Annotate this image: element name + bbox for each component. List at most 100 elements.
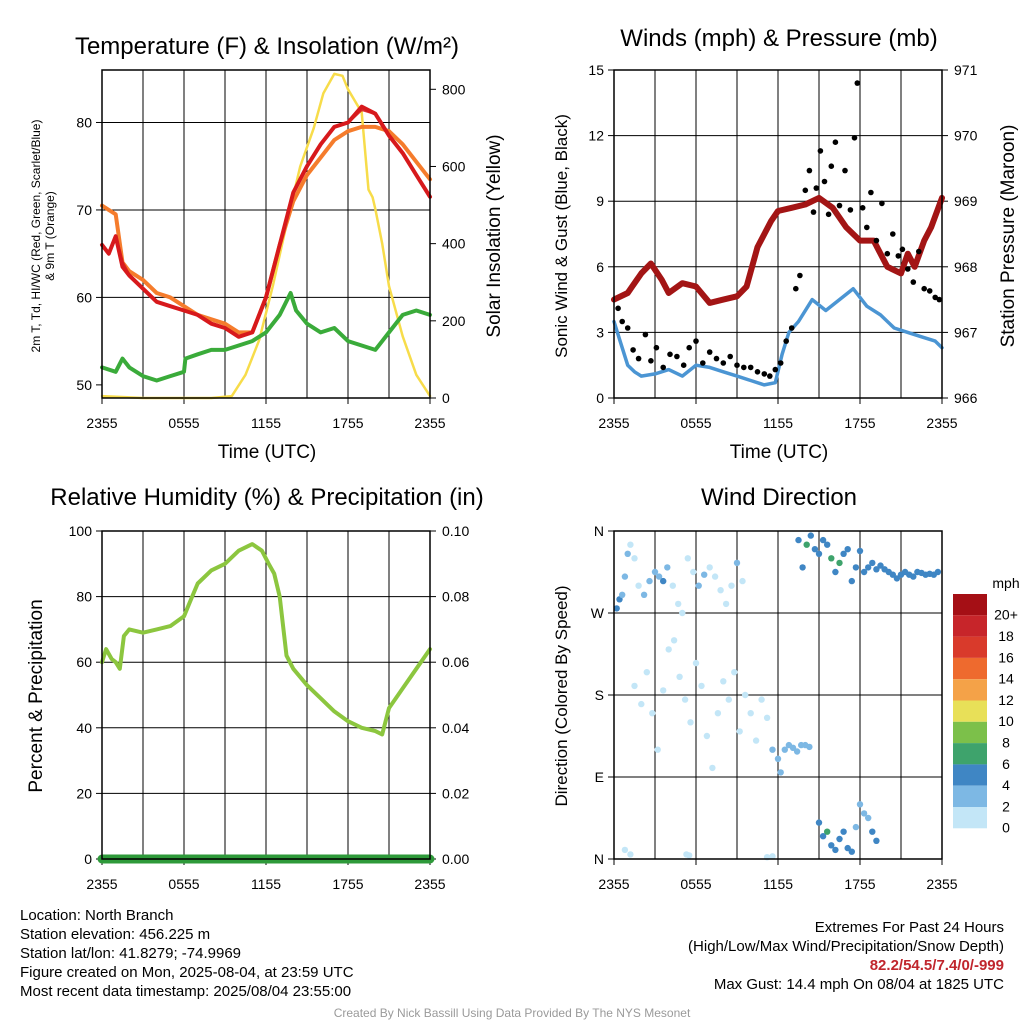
direction-point-74 <box>815 550 823 557</box>
winds-ytick-right-label-2: 968 <box>954 259 978 275</box>
direction-point-75 <box>819 536 827 544</box>
winds-gust-point-6 <box>648 358 654 364</box>
humidity-ytick-label-0: 0 <box>84 851 92 867</box>
humidity-ytick-right-label-5: 0.10 <box>442 523 469 539</box>
direction-point-34 <box>665 646 672 653</box>
temperature-xtick-1755-3: 1755 <box>332 415 363 431</box>
direction-point-6 <box>631 555 638 562</box>
winds-ytick-label-0: 0 <box>596 390 604 406</box>
humidity-xtick-2355-0: 2355 <box>86 876 117 892</box>
temperature-ytick-right-label-4: 800 <box>442 81 466 97</box>
direction-point-82 <box>848 577 855 585</box>
direction-xtick-2355-4: 2355 <box>926 876 957 892</box>
winds-ytick-label-3: 9 <box>596 193 604 209</box>
speed-legend-swatch-8 <box>953 764 987 786</box>
humidity-y-axis-label: Percent & Precipitation <box>26 599 47 792</box>
winds-gust-point-26 <box>777 360 784 366</box>
direction-point-0 <box>613 605 620 612</box>
winds-gust-point-10 <box>674 353 680 360</box>
temperature-ytick-label-0: 50 <box>76 377 92 393</box>
direction-point-45 <box>725 696 732 703</box>
winds-gust-point-1 <box>619 318 625 325</box>
direction-point-41 <box>703 732 711 740</box>
winds-gust-point-40 <box>836 202 843 209</box>
winds-gust-point-53 <box>899 246 906 253</box>
winds-gust-point-12 <box>686 344 692 351</box>
direction-point-28 <box>631 682 638 690</box>
winds-gust-point-43 <box>851 135 858 141</box>
direction-point-83 <box>852 564 860 571</box>
direction-point-71 <box>803 541 810 548</box>
winds-gust-point-47 <box>868 189 874 196</box>
direction-point-14 <box>669 582 676 589</box>
direction-point-21 <box>706 564 713 571</box>
winds-gust-point-30 <box>797 272 803 279</box>
winds-gust-point-29 <box>793 285 799 292</box>
station-info: Location: North Branch Station elevation… <box>20 906 354 1001</box>
humidity-ytick-label-1: 20 <box>76 785 92 801</box>
direction-point-59 <box>793 748 801 755</box>
direction-ytick-label-0: N <box>594 851 604 867</box>
direction-point-13 <box>664 564 671 571</box>
speed-legend-label-5: 10 <box>998 713 1014 729</box>
winds-xtick-1755-3: 1755 <box>844 415 875 431</box>
speed-legend-label-6: 8 <box>1002 734 1010 750</box>
direction-ytick-label-1: E <box>595 769 604 785</box>
direction-point-63 <box>621 846 629 854</box>
winds-gust-point-38 <box>828 163 835 169</box>
direction-xtick-2355-0: 2355 <box>598 876 629 892</box>
temperature-series-solar <box>100 72 432 400</box>
temperature-right-axis-label: Solar Insolation (Yellow) <box>484 134 505 337</box>
direction-point-50 <box>752 737 760 744</box>
temperature-ytick-label-1: 60 <box>76 289 92 305</box>
direction-point-8 <box>640 591 648 598</box>
winds-gust-point-19 <box>734 362 740 369</box>
direction-point-44 <box>720 678 727 685</box>
humidity-chart-title: Relative Humidity (%) & Precipitation (i… <box>50 484 483 511</box>
extremes-values: 82.2/54.5/7.4/0/-999 <box>869 957 1004 974</box>
direction-ytick-label-2: S <box>595 687 604 703</box>
direction-point-20 <box>701 571 708 578</box>
winds-gust-point-11 <box>680 362 687 369</box>
direction-point-5 <box>627 541 634 548</box>
winds-gust-point-14 <box>700 360 706 366</box>
direction-point-35 <box>670 637 678 644</box>
temperature-chart-title: Temperature (F) & Insolation (W/m²) <box>75 33 459 60</box>
winds-gust-point-48 <box>873 237 880 244</box>
direction-point-9 <box>646 577 653 585</box>
temperature-series-2m-t <box>100 104 432 339</box>
winds-xtick-2355-0: 2355 <box>598 415 629 431</box>
direction-point-108 <box>832 846 839 854</box>
speed-legend-label-7: 6 <box>1002 756 1010 772</box>
direction-point-107 <box>828 842 835 849</box>
winds-gust-point-13 <box>693 338 699 344</box>
winds-gust-point-9 <box>667 351 673 358</box>
speed-legend-title: mph <box>992 575 1019 591</box>
direction-point-40 <box>698 682 705 690</box>
temperature-x-axis-label: Time (UTC) <box>218 442 317 463</box>
humidity-xtick-1755-3: 1755 <box>332 876 363 892</box>
direction-point-39 <box>692 659 700 667</box>
temperature-ytick-right-label-3: 600 <box>442 158 466 174</box>
winds-gust-point-36 <box>821 178 828 185</box>
direction-point-2 <box>619 591 626 598</box>
winds-gust-point-55 <box>910 279 917 285</box>
winds-gust-point-15 <box>706 349 713 355</box>
speed-legend-swatch-5 <box>953 700 987 722</box>
direction-point-3 <box>621 573 629 580</box>
direction-point-69 <box>795 536 802 544</box>
direction-point-85 <box>860 568 868 576</box>
winds-gust-point-57 <box>921 285 927 292</box>
direction-point-54 <box>774 755 782 762</box>
winds-y-axis-label: Sonic Wind & Gust (Blue, Black) <box>552 114 571 358</box>
humidity-ytick-label-5: 100 <box>69 523 93 539</box>
station-elevation: Station elevation: 456.225 m <box>20 926 211 943</box>
direction-point-116 <box>865 814 872 822</box>
direction-point-113 <box>852 823 860 831</box>
direction-point-105 <box>819 833 827 840</box>
direction-point-23 <box>717 587 724 594</box>
direction-point-51 <box>758 696 765 703</box>
humidity-ytick-right-label-4: 0.08 <box>442 589 469 605</box>
humidity-panel: Relative Humidity (%) & Precipitation (i… <box>26 484 484 892</box>
winds-gust-point-25 <box>772 366 779 373</box>
